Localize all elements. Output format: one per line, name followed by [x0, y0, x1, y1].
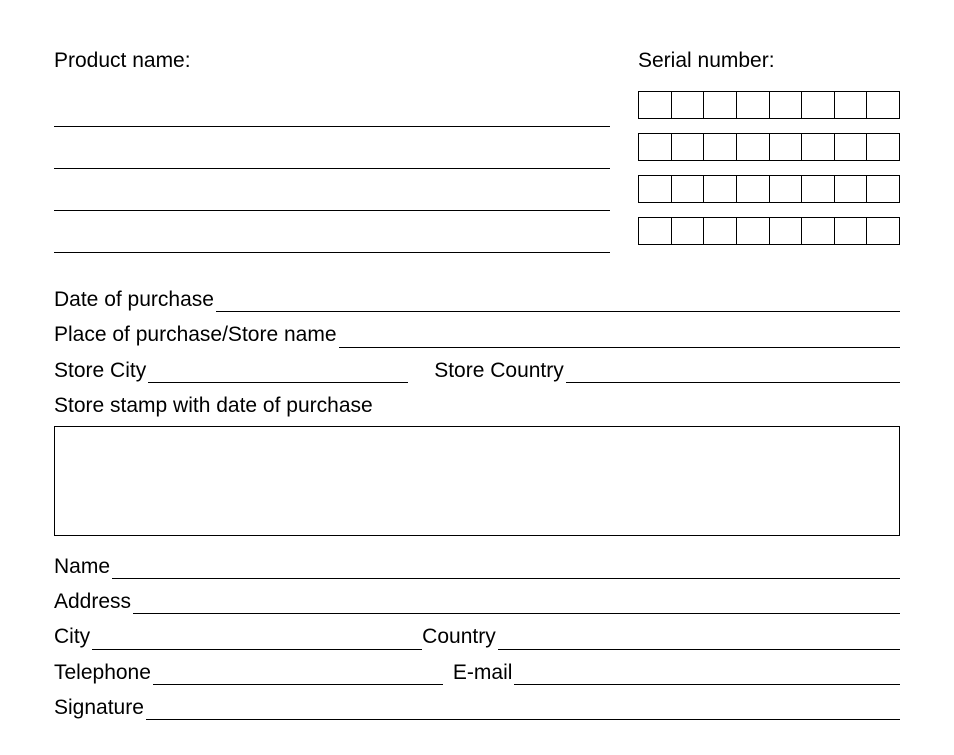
city-input[interactable]: [92, 629, 422, 650]
serial-cell[interactable]: [769, 91, 802, 119]
serial-cell[interactable]: [866, 217, 900, 245]
serial-grid-row: [638, 91, 900, 119]
serial-cell[interactable]: [736, 175, 769, 203]
serial-cell[interactable]: [671, 133, 704, 161]
name-input[interactable]: [112, 558, 900, 579]
purchase-section: Date of purchase Place of purchase/Store…: [54, 287, 900, 536]
product-name-line[interactable]: [54, 217, 610, 253]
place-of-purchase-row: Place of purchase/Store name: [54, 322, 900, 347]
address-input[interactable]: [133, 593, 900, 614]
customer-section: Name Address City Country Telephone E-ma…: [54, 554, 900, 720]
serial-cell[interactable]: [801, 91, 834, 119]
store-stamp-label: Store stamp with date of purchase: [54, 393, 900, 418]
signature-label: Signature: [54, 695, 146, 720]
address-label: Address: [54, 589, 133, 614]
name-label: Name: [54, 554, 112, 579]
serial-cell[interactable]: [671, 217, 704, 245]
email-label: E-mail: [453, 660, 515, 685]
address-row: Address: [54, 589, 900, 614]
signature-input[interactable]: [146, 699, 900, 720]
store-country-label: Store Country: [434, 358, 566, 383]
email-input[interactable]: [514, 664, 900, 685]
telephone-input[interactable]: [153, 664, 443, 685]
serial-grid-row: [638, 217, 900, 245]
serial-cell[interactable]: [703, 175, 736, 203]
store-city-label: Store City: [54, 358, 148, 383]
serial-cell[interactable]: [834, 91, 867, 119]
date-of-purchase-input[interactable]: [216, 291, 900, 312]
warranty-form-page: Product name: Serial number:: [0, 0, 954, 755]
serial-grid-row: [638, 133, 900, 161]
serial-cell[interactable]: [769, 175, 802, 203]
country-label: Country: [422, 624, 498, 649]
serial-cell[interactable]: [769, 133, 802, 161]
serial-cell[interactable]: [703, 91, 736, 119]
serial-cell[interactable]: [769, 217, 802, 245]
phone-email-row: Telephone E-mail: [54, 660, 900, 685]
serial-cell[interactable]: [866, 133, 900, 161]
store-city-country-row: Store City Store Country: [54, 358, 900, 383]
serial-cell[interactable]: [866, 91, 900, 119]
product-name-line[interactable]: [54, 175, 610, 211]
place-of-purchase-input[interactable]: [339, 327, 901, 348]
serial-cell[interactable]: [638, 175, 671, 203]
product-name-label: Product name:: [54, 48, 610, 73]
serial-cell[interactable]: [638, 91, 671, 119]
name-row: Name: [54, 554, 900, 579]
place-of-purchase-label: Place of purchase/Store name: [54, 322, 339, 347]
city-label: City: [54, 624, 92, 649]
telephone-label: Telephone: [54, 660, 153, 685]
date-of-purchase-row: Date of purchase: [54, 287, 900, 312]
serial-number-label: Serial number:: [638, 48, 900, 73]
serial-cell[interactable]: [638, 217, 671, 245]
serial-cell[interactable]: [638, 133, 671, 161]
top-section: Product name: Serial number:: [54, 48, 900, 259]
serial-cell[interactable]: [866, 175, 900, 203]
city-country-row: City Country: [54, 624, 900, 649]
serial-cell[interactable]: [801, 133, 834, 161]
serial-cell[interactable]: [801, 217, 834, 245]
serial-grid-row: [638, 175, 900, 203]
store-country-input[interactable]: [566, 362, 900, 383]
store-stamp-box[interactable]: [54, 426, 900, 536]
date-of-purchase-label: Date of purchase: [54, 287, 216, 312]
serial-cell[interactable]: [834, 175, 867, 203]
serial-cell[interactable]: [736, 217, 769, 245]
serial-number-column: Serial number:: [638, 48, 900, 245]
product-name-line[interactable]: [54, 133, 610, 169]
serial-cell[interactable]: [801, 175, 834, 203]
serial-number-grid: [638, 91, 900, 245]
product-name-column: Product name:: [54, 48, 610, 259]
serial-cell[interactable]: [703, 217, 736, 245]
store-city-input[interactable]: [148, 362, 408, 383]
serial-cell[interactable]: [834, 133, 867, 161]
serial-cell[interactable]: [671, 91, 704, 119]
serial-cell[interactable]: [834, 217, 867, 245]
signature-row: Signature: [54, 695, 900, 720]
serial-cell[interactable]: [736, 133, 769, 161]
product-name-line[interactable]: [54, 91, 610, 127]
country-input[interactable]: [498, 629, 900, 650]
serial-cell[interactable]: [703, 133, 736, 161]
serial-cell[interactable]: [736, 91, 769, 119]
serial-cell[interactable]: [671, 175, 704, 203]
